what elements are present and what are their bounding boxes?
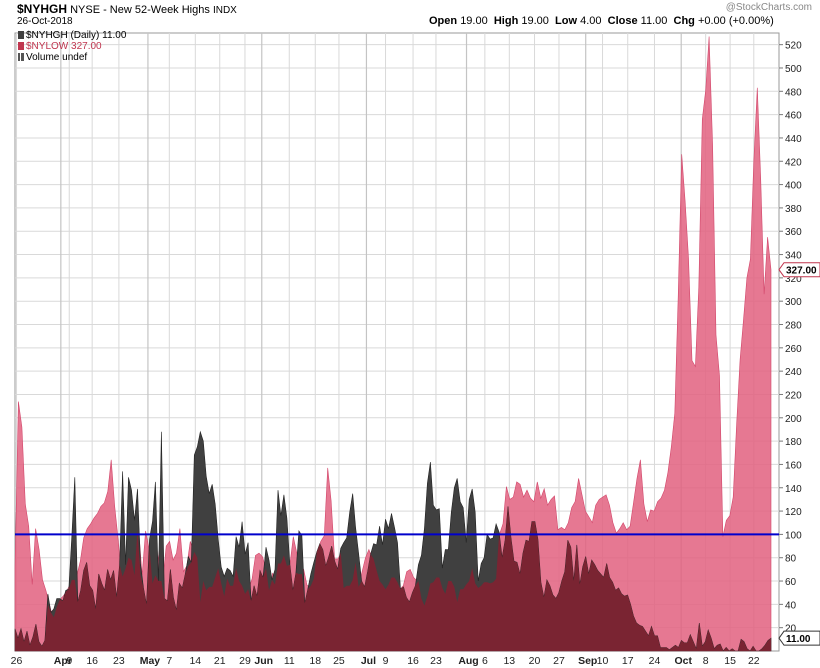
symbol: $NYHGH [17, 2, 68, 16]
y-tick-label: 40 [785, 600, 797, 611]
x-tick-label: May [140, 655, 161, 667]
open-value: 19.00 [460, 15, 488, 27]
y-tick-label: 320 [785, 274, 802, 285]
open-label: Open [429, 15, 458, 27]
legend-item-lows: $NYLOW 327.00 [18, 41, 102, 52]
x-tick-label: 10 [597, 655, 609, 667]
y-tick-label: 380 [785, 204, 802, 215]
legend-volume-label: Volume undef [26, 52, 88, 63]
legend-highs-label: $NYHGH (Daily) 11.00 [26, 30, 127, 41]
ohlc-readout: Open 19.00 High 19.00 Low 4.00 Close 11.… [429, 15, 774, 27]
legend-item-volume: Volume undef [18, 52, 87, 63]
y-tick-label: 260 [785, 344, 802, 355]
x-tick-label: 27 [553, 655, 565, 667]
x-tick-label: 7 [166, 655, 172, 667]
x-tick-label: 18 [309, 655, 321, 667]
high-value: 19.00 [521, 15, 549, 27]
low-label: Low [555, 15, 578, 27]
highs-swatch-icon [18, 31, 24, 39]
x-tick-label: 25 [333, 655, 345, 667]
watermark-text: @StockCharts.com [725, 2, 812, 13]
x-tick-label: Apr [54, 655, 72, 667]
x-tick-label: Jun [254, 655, 273, 667]
x-tick-label: 22 [748, 655, 760, 667]
y-tick-label: 140 [785, 484, 802, 495]
volume-bars-icon [18, 53, 24, 61]
chg-value: +0.00 (+0.00%) [697, 15, 774, 27]
y-tick-label: 20 [785, 624, 797, 635]
y-tick-label: 60 [785, 577, 797, 588]
y-tick-label: 420 [785, 157, 802, 168]
date-label: 26-Oct-2018 [17, 16, 73, 27]
last-value-tag [778, 630, 820, 646]
y-tick-label: 440 [785, 134, 802, 145]
y-tick-label: 460 [785, 111, 802, 122]
last-value-tags: 327.00 11.00 [778, 262, 820, 646]
x-tick-label: 21 [214, 655, 226, 667]
x-tick-label: 13 [503, 655, 515, 667]
last-value-label: 327.00 [786, 266, 817, 277]
y-tick-label: 400 [785, 181, 802, 192]
y-tick-label: 280 [785, 321, 802, 332]
y-tick-label: 480 [785, 87, 802, 98]
x-tick-label: 26 [11, 655, 23, 667]
y-tick-label: 300 [785, 297, 802, 308]
high-label: High [493, 15, 519, 27]
y-tick-label: 500 [785, 64, 802, 75]
x-tick-label: 23 [113, 655, 125, 667]
y-tick-label: 120 [785, 507, 802, 518]
y-tick-label: 240 [785, 367, 802, 378]
x-tick-label: 16 [86, 655, 98, 667]
series-areas [14, 36, 772, 652]
header-date: 26-Oct-2018 [17, 16, 73, 27]
x-tick-label: 24 [649, 655, 661, 667]
close-label: Close [607, 15, 638, 27]
header-symbol-line: $NYHGH NYSE - New 52-Week Highs INDX [17, 2, 237, 16]
x-tick-label: 8 [703, 655, 709, 667]
x-tick-label: 15 [724, 655, 736, 667]
x-tick-label: 17 [622, 655, 634, 667]
y-tick-label: 220 [785, 390, 802, 401]
y-tick-label: 160 [785, 460, 802, 471]
close-value: 11.00 [640, 15, 668, 27]
y-axis: 20 40 60 80 100 120 140 160 180 200 220 240 260 280 30… [779, 41, 802, 635]
y-tick-label: 520 [785, 41, 802, 52]
x-tick-label: 23 [430, 655, 442, 667]
x-tick-label: 29 [239, 655, 251, 667]
x-tick-label: 9 [66, 655, 72, 667]
series-overlap-area [15, 506, 771, 651]
exchange-title: NYSE - New 52-Week Highs [70, 4, 210, 16]
chg-label: Chg [673, 15, 695, 27]
y-tick-label: 340 [785, 251, 802, 262]
x-tick-label: 9 [383, 655, 389, 667]
y-tick-label: 80 [785, 554, 797, 565]
x-tick-label: 14 [189, 655, 201, 667]
x-tick-label: 6 [482, 655, 488, 667]
x-tick-label: Sep [578, 655, 597, 667]
legend-item-highs: $NYHGH (Daily) 11.00 [18, 30, 126, 41]
y-tick-label: 180 [785, 437, 802, 448]
index-tag: INDX [212, 5, 237, 16]
y-tick-label: 100 [785, 530, 802, 541]
watermark: @StockCharts.com [726, 2, 812, 13]
x-tick-label: 11 [284, 655, 295, 667]
x-tick-label: 20 [529, 655, 541, 667]
legend-lows-label: $NYLOW 327.00 [26, 41, 102, 52]
x-tick-label: Oct [674, 655, 692, 667]
y-tick-label: 200 [785, 414, 802, 425]
y-tick-label: 360 [785, 227, 802, 238]
lows-swatch-icon [18, 42, 24, 50]
x-tick-label: 16 [407, 655, 419, 667]
last-value-tag [778, 262, 820, 278]
x-tick-label: Jul [361, 655, 376, 667]
last-value-label: 11.00 [786, 634, 811, 645]
x-tick-label: Aug [458, 655, 478, 667]
low-value: 4.00 [580, 15, 602, 27]
